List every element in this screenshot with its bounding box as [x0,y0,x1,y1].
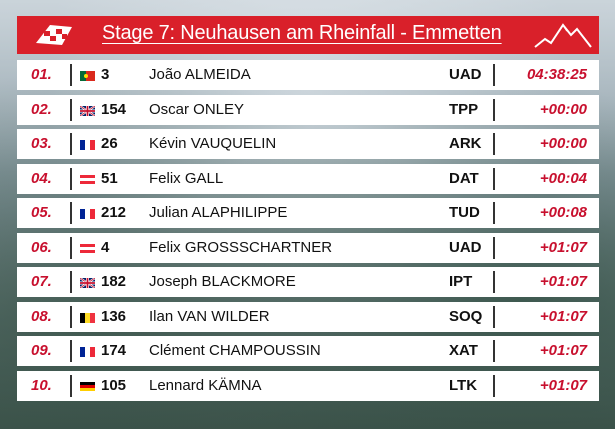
rider-number: 51 [101,169,118,187]
position: 02. [31,100,52,118]
team-code: UAD [449,238,482,256]
team-code: DAT [449,169,479,187]
position: 04. [31,169,52,187]
divider [70,236,72,259]
rider-name: Joseph BLACKMORE [149,273,296,290]
stage-title: Stage 7: Neuhausen am Rheinfall - Emmett… [102,22,502,44]
position: 03. [31,135,52,152]
divider [70,167,72,190]
result-row: 04. 51 Felix GALL DAT +00:04 [17,163,599,194]
time-gap: 04:38:25 [526,66,587,83]
result-row: 07. 182 Joseph BLACKMORE IPT +01:07 [17,267,599,297]
mountain-profile-icon [534,23,592,48]
team-code: ARK [449,135,482,152]
position: 07. [31,273,52,290]
result-row: 10. 105 Lennard KÄMNA LTK +01:07 [17,370,599,401]
team-code: XAT [449,342,478,359]
rider-number: 154 [101,100,127,118]
rider-name: Felix GALL [149,169,224,187]
divider [493,340,495,362]
divider [70,98,72,121]
rider-name: Clément CHAMPOUSSIN [149,342,321,359]
divider [70,340,72,362]
divider [493,305,495,328]
germany-flag-icon [80,381,95,392]
austria-flag-icon [80,174,95,185]
rider-number: 174 [101,342,127,359]
team-code: TPP [449,100,479,118]
time-gap: +01:07 [539,307,587,325]
divider [493,133,495,155]
rider-name: João ALMEIDA [149,66,251,83]
rider-name: Lennard KÄMNA [149,376,262,394]
team-code: SOQ [449,307,483,325]
position: 06. [31,238,52,256]
uk-flag-icon [80,278,95,288]
divider [70,271,72,293]
divider [493,271,495,293]
rider-number: 212 [101,204,127,221]
team-code: LTK [449,376,478,394]
position: 08. [31,307,52,325]
uk-flag-icon [80,105,95,116]
time-gap: +01:07 [539,273,587,290]
rider-number: 105 [101,376,127,394]
france-flag-icon [80,209,95,219]
divider [70,64,72,86]
divider [70,202,72,224]
position: 05. [31,204,52,221]
time-gap: +01:07 [539,238,587,256]
time-gap: +00:00 [539,135,587,152]
rider-number: 4 [101,238,110,256]
time-gap: +00:00 [539,100,587,118]
time-gap: +01:07 [539,342,587,359]
france-flag-icon [80,347,95,357]
result-row: 01. 3 João ALMEIDA UAD 04:38:25 [17,60,599,90]
rider-number: 182 [101,273,127,290]
rider-number: 136 [101,307,127,325]
team-code: TUD [449,204,480,221]
france-flag-icon [80,140,95,150]
position: 10. [31,376,52,394]
divider [493,374,495,397]
rider-name: Kévin VAUQUELIN [149,135,277,152]
divider [70,305,72,328]
divider [493,98,495,121]
divider [70,133,72,155]
time-gap: +00:08 [539,204,587,221]
team-code: UAD [449,66,482,83]
position: 09. [31,342,52,359]
rider-name: Julian ALAPHILIPPE [149,204,288,221]
portugal-flag-icon [80,71,95,81]
time-gap: +01:07 [539,376,587,394]
time-gap: +00:04 [539,169,587,187]
result-row: 06. 4 Felix GROSSSCHARTNER UAD +01:07 [17,232,599,263]
stage-header: Stage 7: Neuhausen am Rheinfall - Emmett… [17,16,599,54]
rider-number: 3 [101,66,110,83]
rider-name: Felix GROSSSCHARTNER [149,238,333,256]
result-row: 02. 154 Oscar ONLEY TPP +00:00 [17,94,599,125]
result-row: 08. 136 Ilan VAN WILDER SOQ +01:07 [17,301,599,332]
red-flag-checkered-logo [36,25,72,45]
divider [70,374,72,397]
rider-number: 26 [101,135,118,152]
rider-name: Oscar ONLEY [149,100,245,118]
divider [493,236,495,259]
divider [493,64,495,86]
result-row: 09. 174 Clément CHAMPOUSSIN XAT +01:07 [17,336,599,366]
rider-name: Ilan VAN WILDER [149,307,270,325]
belgium-flag-icon [80,312,95,323]
team-code: IPT [449,273,473,290]
results-table: 01. 3 João ALMEIDA UAD 04:38:25 02. 154 Oscar O… [17,60,599,405]
result-row: 03. 26 Kévin VAUQUELIN ARK +00:00 [17,129,599,159]
divider [493,167,495,190]
result-row: 05. 212 Julian ALAPHILIPPE TUD +00:08 [17,198,599,228]
position: 01. [31,66,52,83]
austria-flag-icon [80,243,95,254]
divider [493,202,495,224]
